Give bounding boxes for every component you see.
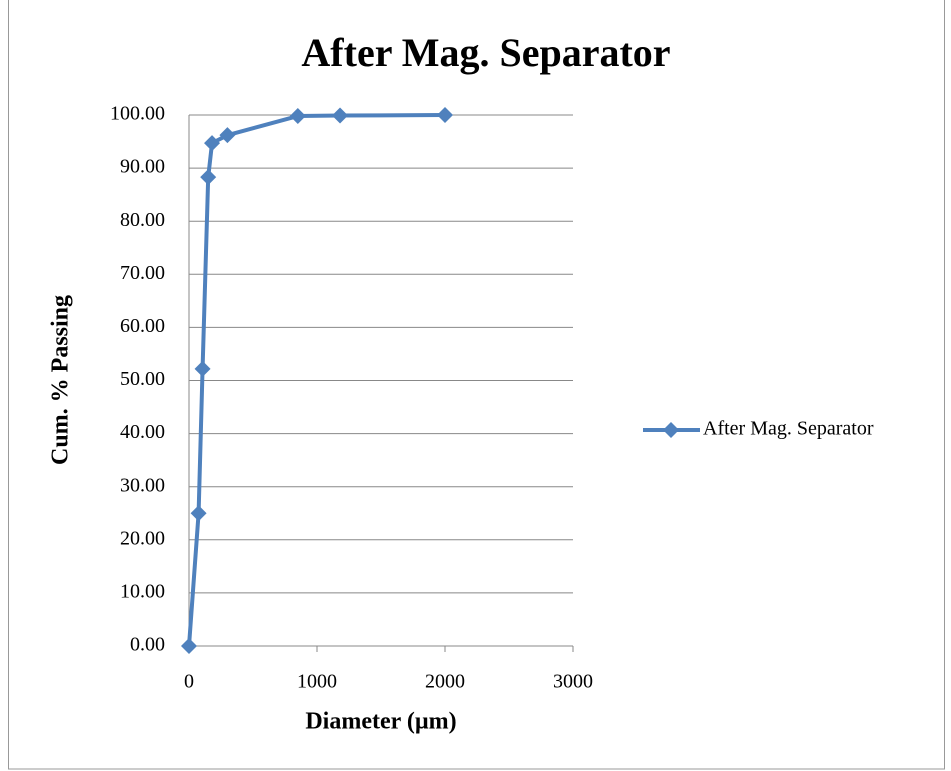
y-tick-label: 80.00 (120, 209, 165, 231)
y-tick-label: 90.00 (120, 156, 165, 178)
chart-border (8, 0, 945, 770)
marker (219, 127, 236, 144)
y-tick-label: 30.00 (120, 474, 165, 496)
chart-title: After Mag. Separator (301, 30, 670, 75)
x-axis-label: Diameter (µm) (305, 709, 456, 735)
y-tick-label: 50.00 (120, 368, 165, 390)
y-tick-label: 60.00 (120, 315, 165, 337)
y-tick-label: 0.00 (130, 634, 165, 656)
marker (194, 360, 211, 377)
marker (204, 135, 221, 152)
x-tick-label: 2000 (425, 671, 465, 693)
marker (332, 107, 349, 124)
marker (200, 169, 217, 186)
marker (190, 505, 207, 522)
legend-marker (663, 422, 679, 438)
legend-label: After Mag. Separator (703, 418, 874, 440)
y-tick-label: 10.00 (120, 580, 165, 602)
marker (181, 638, 197, 654)
x-tick-label: 1000 (297, 671, 337, 693)
marker (289, 108, 306, 125)
x-tick-label: 0 (184, 671, 194, 693)
marker (437, 107, 453, 123)
y-tick-label: 100.00 (110, 103, 165, 125)
y-tick-label: 70.00 (120, 262, 165, 284)
y-tick-label: 20.00 (120, 527, 165, 549)
x-tick-label: 3000 (553, 671, 593, 693)
y-axis-label: Cum. % Passing (48, 295, 74, 465)
y-tick-label: 40.00 (120, 421, 165, 443)
